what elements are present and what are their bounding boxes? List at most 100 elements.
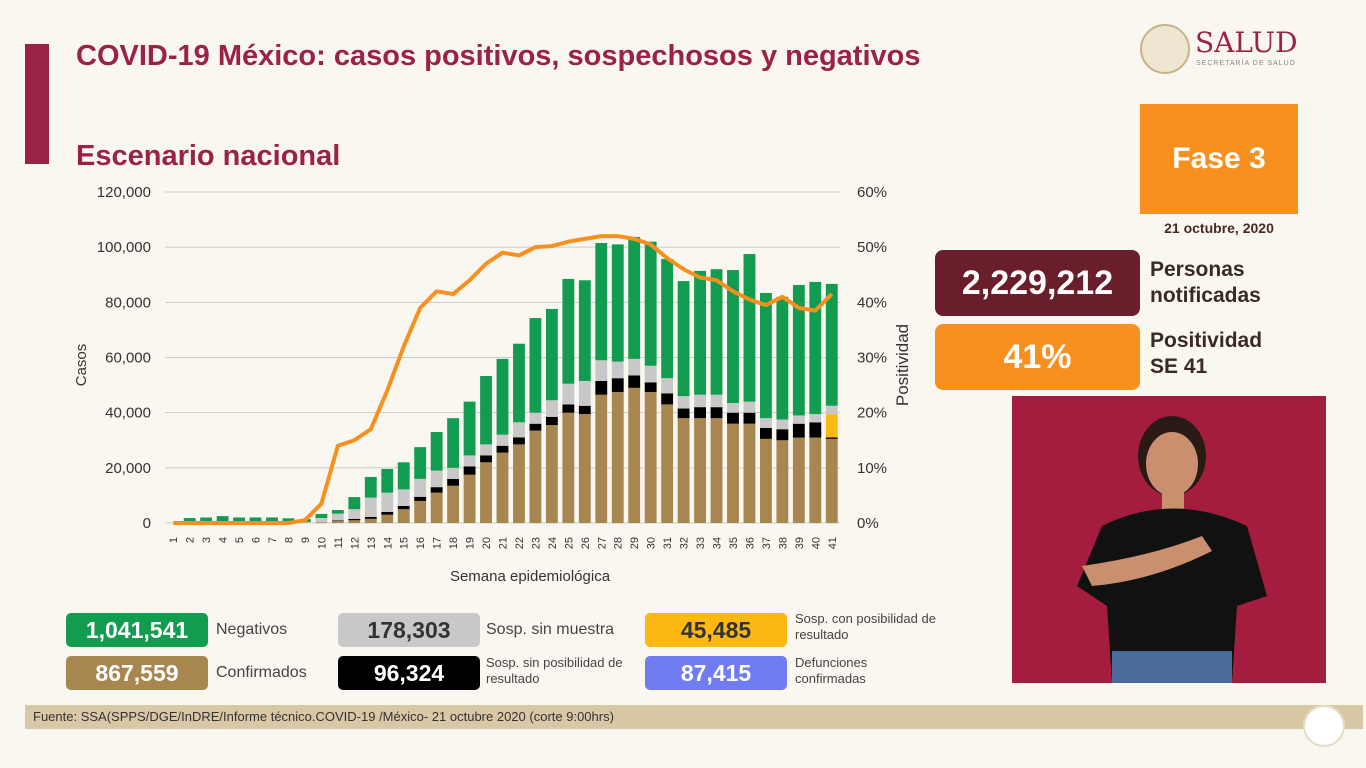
- x-tick-label: 2: [185, 537, 197, 543]
- bar-segment: [776, 296, 789, 420]
- bar-segment: [496, 452, 509, 523]
- bar-segment: [694, 270, 706, 395]
- personas-notificadas-label: Personas notificadas: [1150, 257, 1261, 309]
- bar-segment: [480, 462, 492, 523]
- title-accent-bar: [25, 44, 49, 164]
- bar-segment: [792, 437, 805, 523]
- sosp-con-posibilidad-label: Sosp. con posibilidad de resultado: [795, 611, 936, 642]
- bar-segment: [628, 387, 641, 523]
- defunciones-label: Defunciones confirmadas: [795, 655, 868, 686]
- positividad-value: 41%: [935, 324, 1140, 390]
- bar-segment: [414, 496, 427, 501]
- bar-segment: [233, 517, 246, 523]
- bar-segment: [545, 425, 558, 523]
- x-tick-label: 37: [761, 537, 773, 549]
- bar-segment: [578, 280, 591, 381]
- y-tick-label: 40,000: [105, 405, 151, 422]
- bar-segment: [414, 500, 427, 523]
- bar-segment: [513, 444, 525, 523]
- bar-segment: [628, 375, 641, 388]
- x-tick-label: 26: [580, 537, 592, 549]
- bar-segment: [825, 283, 838, 406]
- y2-tick-label: 20%: [857, 405, 887, 422]
- bar-segment: [513, 343, 525, 423]
- bar-segment: [529, 412, 542, 424]
- x-tick-label: 29: [629, 537, 641, 549]
- bar-segment: [644, 241, 657, 366]
- bar-segment: [381, 514, 394, 523]
- bar-segment: [430, 470, 443, 488]
- bar-segment: [578, 414, 591, 523]
- bar-segment: [480, 375, 492, 445]
- bar-segment: [710, 418, 723, 523]
- sosp-con-posibilidad-value: 45,485: [645, 613, 787, 647]
- bar-segment: [825, 437, 838, 439]
- bar-segment: [331, 513, 344, 521]
- bar-segment: [694, 394, 706, 408]
- x-tick-label: 13: [366, 537, 378, 549]
- x-tick-label: 7: [267, 537, 279, 543]
- bar-segment: [792, 284, 805, 416]
- stat-label-line: notificadas: [1150, 284, 1261, 307]
- bar-segment: [809, 422, 822, 438]
- stat-label-line: SE 41: [1150, 355, 1208, 378]
- x-tick-label: 28: [613, 537, 625, 549]
- x-tick-label: 19: [465, 537, 477, 549]
- bar-segment: [463, 466, 476, 475]
- bar-segment: [792, 423, 805, 438]
- bar-segment: [628, 358, 641, 376]
- x-tick-label: 11: [333, 537, 345, 548]
- bar-segment: [595, 394, 608, 523]
- bar-segment: [694, 407, 706, 419]
- bar-segment: [661, 404, 674, 523]
- bar-segment: [331, 510, 344, 514]
- bar-segment: [348, 509, 361, 519]
- bar-segment: [809, 414, 822, 423]
- x-tick-label: 32: [679, 537, 691, 549]
- bar-segment: [200, 517, 213, 523]
- x-tick-label: 15: [399, 537, 411, 549]
- bar-segment: [727, 423, 739, 523]
- y2-tick-label: 30%: [857, 350, 887, 367]
- bar-segment: [611, 244, 624, 362]
- x-tick-label: 1: [168, 537, 180, 543]
- x-tick-label: 25: [563, 537, 575, 549]
- personas-notificadas-value: 2,229,212: [935, 250, 1140, 316]
- bar-segment: [430, 431, 443, 471]
- y2-tick-label: 40%: [857, 294, 887, 311]
- sosp-sin-posibilidad-label: Sosp. sin posibilidad de resultado: [486, 655, 623, 686]
- bar-segment: [397, 489, 410, 506]
- x-tick-label: 24: [547, 537, 559, 549]
- bar-segment: [348, 497, 361, 510]
- x-tick-label: 12: [349, 537, 361, 549]
- bar-segment: [694, 418, 706, 523]
- confirmados-label: Confirmados: [216, 664, 307, 681]
- x-tick-label: 33: [695, 537, 707, 549]
- bar-segment: [315, 518, 328, 523]
- bar-segment: [776, 419, 789, 430]
- bar-segment: [743, 412, 756, 424]
- bar-segment: [480, 444, 492, 456]
- bar-segment: [315, 513, 328, 519]
- bar-segment: [809, 281, 822, 415]
- bar-segment: [578, 380, 591, 406]
- bar-segment: [611, 378, 624, 392]
- gobierno-de-mexico-seal-icon: [1303, 705, 1345, 747]
- bar-segment: [611, 391, 624, 523]
- bar-segment: [480, 455, 492, 463]
- bar-segment: [364, 497, 377, 517]
- y2-tick-label: 50%: [857, 239, 887, 256]
- y2-tick-label: 10%: [857, 460, 887, 477]
- stat-label-line: Personas: [1150, 258, 1245, 281]
- x-tick-label: 20: [481, 537, 493, 549]
- positividad-label: Positividad SE 41: [1150, 328, 1262, 380]
- bar-segment: [496, 445, 509, 453]
- bar-segment: [447, 478, 460, 486]
- bar-segment: [825, 438, 838, 523]
- sosp-sin-muestra-value: 178,303: [338, 613, 480, 647]
- bar-segment: [529, 318, 542, 413]
- y2-tick-label: 0%: [857, 515, 879, 532]
- x-tick-label: 34: [712, 537, 724, 549]
- bar-segment: [727, 403, 739, 413]
- x-tick-label: 14: [382, 537, 394, 549]
